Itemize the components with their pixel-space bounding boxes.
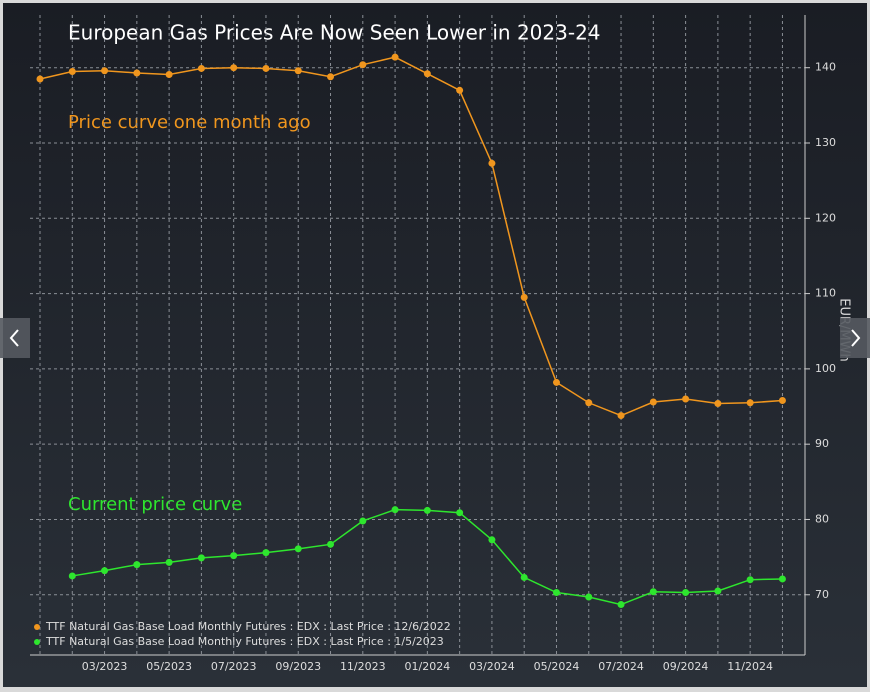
data-point: [585, 593, 593, 601]
x-tick-label: 07/2023: [211, 660, 257, 673]
data-point: [617, 601, 625, 609]
y-tick-label: 130: [815, 136, 836, 149]
y-tick-label: 110: [815, 287, 836, 300]
x-tick-label: 05/2024: [534, 660, 580, 673]
next-icon: [851, 329, 861, 347]
data-point: [746, 576, 754, 584]
legend-marker: [34, 624, 40, 630]
data-point: [133, 561, 141, 569]
data-point: [714, 400, 722, 408]
data-point: [327, 73, 335, 81]
data-point: [552, 589, 560, 597]
data-point: [520, 573, 528, 581]
data-point: [391, 506, 399, 514]
data-point: [294, 545, 302, 553]
x-tick-label: 05/2023: [146, 660, 192, 673]
data-point: [682, 395, 690, 403]
chart-title: European Gas Prices Are Now Seen Lower i…: [68, 21, 601, 45]
data-point: [165, 70, 173, 78]
data-point: [165, 558, 173, 566]
series-line: [39, 56, 783, 417]
data-point: [585, 399, 593, 407]
y-tick-label: 80: [815, 512, 829, 525]
data-point: [423, 70, 431, 78]
data-point: [456, 86, 464, 94]
data-point: [36, 75, 44, 83]
prev-button[interactable]: [0, 318, 30, 358]
data-point: [230, 64, 238, 72]
next-button[interactable]: [840, 318, 870, 358]
data-point: [746, 399, 754, 407]
x-tick-label: 03/2023: [82, 660, 128, 673]
data-point: [133, 69, 141, 77]
annotation: Price curve one month ago: [68, 112, 311, 133]
data-point: [617, 412, 625, 420]
data-point: [649, 398, 657, 406]
data-point: [294, 67, 302, 75]
y-tick-label: 140: [815, 61, 836, 74]
data-point: [262, 64, 270, 72]
y-tick-label: 100: [815, 362, 836, 375]
prev-icon: [9, 329, 19, 347]
data-point: [197, 64, 205, 72]
data-point: [488, 159, 496, 167]
data-point: [488, 536, 496, 544]
x-tick-label: 09/2024: [663, 660, 709, 673]
legend-label: TTF Natural Gas Base Load Monthly Future…: [45, 635, 444, 648]
data-point: [68, 572, 76, 580]
y-tick-label: 70: [815, 588, 829, 601]
data-point: [714, 587, 722, 595]
background: [3, 3, 867, 687]
data-point: [101, 567, 109, 575]
y-tick-label: 120: [815, 211, 836, 224]
data-point: [552, 378, 560, 386]
legend-marker: [34, 639, 40, 645]
data-point: [391, 53, 399, 61]
data-point: [778, 397, 786, 405]
x-tick-label: 11/2023: [340, 660, 386, 673]
legend-label: TTF Natural Gas Base Load Monthly Future…: [45, 620, 451, 633]
y-tick-label: 90: [815, 437, 829, 450]
data-point: [359, 517, 367, 525]
x-tick-label: 03/2024: [469, 660, 515, 673]
x-tick-label: 09/2023: [275, 660, 321, 673]
x-tick-label: 11/2024: [727, 660, 773, 673]
data-point: [101, 67, 109, 75]
data-point: [68, 67, 76, 75]
data-point: [682, 589, 690, 597]
data-point: [778, 575, 786, 583]
data-point: [520, 293, 528, 301]
data-point: [327, 540, 335, 548]
x-tick-label: 07/2024: [598, 660, 644, 673]
data-point: [649, 588, 657, 596]
data-point: [197, 554, 205, 562]
data-point: [423, 506, 431, 514]
data-point: [230, 552, 238, 560]
annotation: Current price curve: [68, 494, 242, 515]
data-point: [456, 509, 464, 517]
data-point: [262, 549, 270, 557]
x-tick-label: 01/2024: [405, 660, 451, 673]
data-point: [359, 61, 367, 69]
